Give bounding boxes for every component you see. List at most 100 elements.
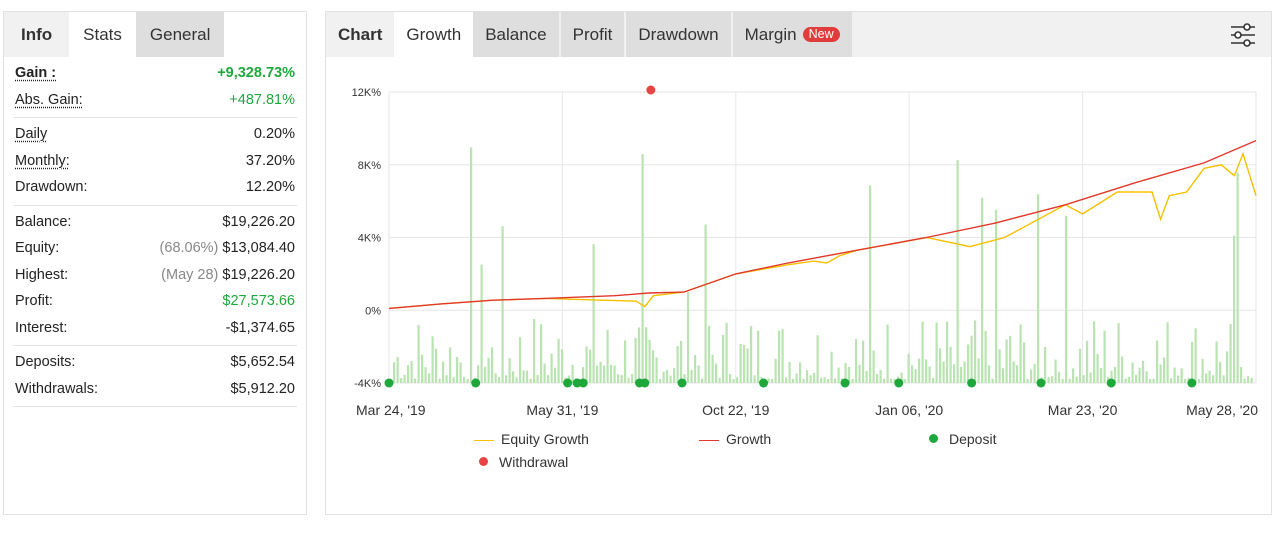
activity-bar [753,375,756,383]
stat-value-wrap: $5,652.54 [230,349,295,376]
activity-bar [687,291,690,383]
activity-bar [456,357,459,383]
activity-bar [1222,375,1225,383]
tab-stats[interactable]: Stats [69,12,136,57]
stat-row: Deposits: $5,652.54 [13,349,297,376]
stat-label: Monthly: [15,152,70,169]
tab-balance[interactable]: Balance [473,12,559,57]
legend-label: Equity Growth [501,431,589,447]
activity-bar [1236,172,1239,383]
activity-bar [610,364,613,383]
activity-bar [998,349,1001,383]
stat-group: Deposits: $5,652.54 Withdrawals: $5,912.20 [13,346,297,407]
activity-bar [704,224,707,383]
deposit-point [840,378,850,388]
activity-bar [823,377,826,383]
deposit-point [1106,378,1116,388]
activity-bar [1226,351,1229,383]
y-tick-label: 12K% [352,87,382,99]
stat-note: (May 28) [161,266,219,283]
activity-bar [1131,362,1134,383]
activity-bar [708,325,711,383]
activity-bar [1212,375,1215,383]
activity-bar [1184,378,1187,383]
activity-bar [533,318,536,383]
activity-bar [631,373,634,383]
activity-bar [1044,346,1047,383]
legend-growth[interactable]: Growth [699,431,771,447]
activity-bar [477,365,480,383]
tab-drawdown[interactable]: Drawdown [626,12,731,57]
activity-bar [1093,321,1096,383]
activity-bar [872,350,875,383]
activity-bar [785,377,788,383]
legend-withdrawal[interactable]: Withdrawal [479,454,568,470]
stat-label: Abs. Gain: [15,91,83,108]
activity-bar [410,361,413,383]
chart-panel: Chart Growth Balance Profit Drawdown Mar… [325,11,1272,515]
activity-bar [750,326,753,383]
stat-row: Balance: $19,226.20 [13,209,297,236]
x-tick-label: May 31, '19 [526,402,598,418]
deposit-point [563,378,573,388]
stat-value: $13,084.40 [222,240,295,256]
activity-bar [809,375,812,383]
activity-bar [1128,377,1131,383]
activity-bar [1166,322,1169,383]
activity-bar [438,378,441,383]
activity-bar [855,338,858,383]
activity-bar [1072,368,1075,383]
activity-bar [480,264,483,383]
activity-bar [1149,378,1152,383]
tab-profit[interactable]: Profit [560,12,625,57]
tab-general[interactable]: General [135,12,225,57]
stat-group: Gain : +9,328.73% Abs. Gain: +487.81% [13,57,297,118]
legend-equity-growth[interactable]: Equity Growth [474,431,589,447]
sliders-icon[interactable] [1229,22,1257,48]
activity-bar [554,367,557,383]
activity-bar [589,349,592,383]
activity-bar [599,361,602,383]
activity-bar [960,366,963,383]
tab-margin[interactable]: Margin New [732,12,852,57]
activity-bar [1019,324,1022,383]
tab-info[interactable]: Info [21,25,53,44]
activity-bar [561,349,564,383]
activity-bar [613,365,616,383]
stat-value: +9,328.73% [217,65,295,81]
activity-bar [571,364,574,383]
tab-separator [730,12,733,57]
activity-bar [1023,342,1026,383]
equity-growth-line [388,151,1257,310]
legend-deposit[interactable]: Deposit [929,431,996,447]
deposit-point [677,378,687,388]
activity-bar [470,147,473,383]
deposit-point [967,378,977,388]
tab-growth[interactable]: Growth [394,12,474,57]
stats-tabs: Info Stats General [4,12,306,57]
x-tick-label: Mar 24, '19 [356,402,426,418]
activity-bar [970,335,973,383]
activity-bar [701,378,704,383]
activity-bar [487,357,490,383]
activity-bar [1138,367,1141,383]
activity-bar [904,378,907,383]
activity-bar [1208,370,1211,383]
deposit-point [1187,378,1197,388]
activity-bar [522,370,525,383]
stat-label: Gain : [15,65,57,81]
chart-tabs: Chart Growth Balance Profit Drawdown Mar… [326,12,1271,57]
activity-bar [1198,378,1201,383]
deposit-point [759,378,769,388]
deposit-point [384,378,394,388]
activity-bar [449,347,452,383]
activity-bar [680,340,683,383]
activity-bar [1135,374,1138,383]
activity-bar [557,338,560,383]
legend-label: Deposit [949,431,997,447]
tab-chart[interactable]: Chart [338,25,383,44]
activity-bar [865,371,868,383]
activity-bar [659,378,662,383]
activity-bar [876,373,879,383]
activity-bar [995,209,998,383]
